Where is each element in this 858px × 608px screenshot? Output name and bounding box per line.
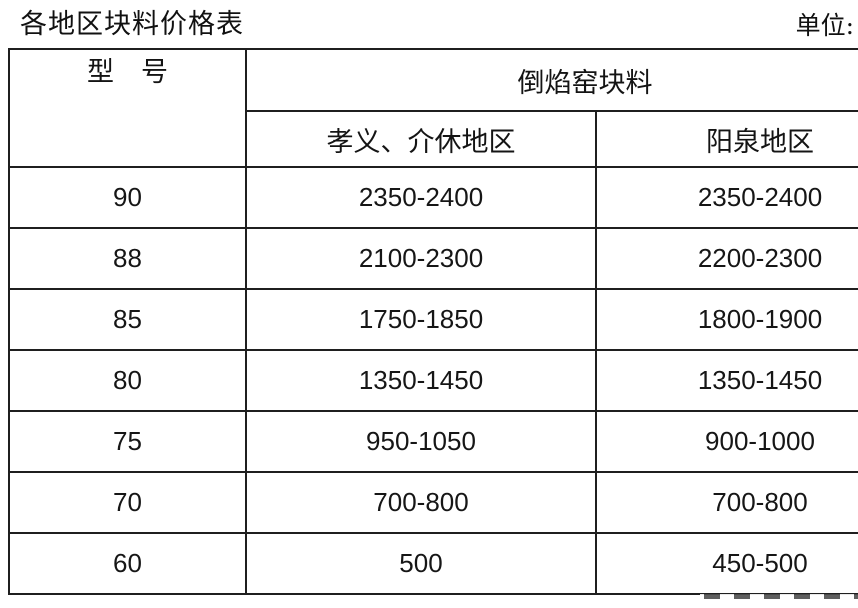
price-cell-xiaoyi: 1350-1450 [245, 349, 597, 412]
price-cell-xiaoyi: 500 [245, 532, 597, 595]
price-cell-xiaoyi: 2100-2300 [245, 227, 597, 290]
header-region-xiaoyi-jiexiu: 孝义、介休地区 [245, 110, 597, 168]
header-row-1: 型 号 倒焰窑块料 [8, 48, 858, 168]
table-row: 80 1350-1450 1350-1450 [8, 349, 858, 412]
price-cell-yangquan: 1350-1450 [595, 349, 858, 412]
header-model: 型 号 [8, 48, 247, 168]
table-row: 90 2350-2400 2350-2400 [8, 166, 858, 229]
header-region-yangquan: 阳泉地区 [595, 110, 858, 168]
price-table: 型 号 倒焰窑块料 孝义、介休地区 阳泉地区 90 2350-2400 2350… [8, 48, 858, 595]
price-cell-yangquan: 2350-2400 [595, 166, 858, 229]
price-cell-xiaoyi: 1750-1850 [245, 288, 597, 351]
price-cell-yangquan: 700-800 [595, 471, 858, 534]
table-row: 75 950-1050 900-1000 [8, 410, 858, 473]
model-cell: 80 [8, 349, 247, 412]
price-cell-xiaoyi: 950-1050 [245, 410, 597, 473]
table-row: 85 1750-1850 1800-1900 [8, 288, 858, 351]
table-row: 88 2100-2300 2200-2300 [8, 227, 858, 290]
unit-label: 单位: [795, 11, 854, 40]
model-cell: 90 [8, 166, 247, 229]
price-cell-xiaoyi: 2350-2400 [245, 166, 597, 229]
model-cell: 88 [8, 227, 247, 290]
price-cell-yangquan: 2200-2300 [595, 227, 858, 290]
price-cell-yangquan: 450-500 [595, 532, 858, 595]
model-cell: 70 [8, 471, 247, 534]
model-cell: 60 [8, 532, 247, 595]
price-cell-yangquan: 900-1000 [595, 410, 858, 473]
header-row-2: 孝义、介休地区 阳泉地区 [9, 110, 858, 168]
price-cell-yangquan: 1800-1900 [595, 288, 858, 351]
watermark-fragment [700, 594, 858, 599]
model-cell: 75 [8, 410, 247, 473]
table-row: 70 700-800 700-800 [8, 471, 858, 534]
header-kiln-group: 倒焰窑块料 [245, 48, 858, 112]
model-cell: 85 [8, 288, 247, 351]
table-row: 60 500 450-500 [8, 532, 858, 595]
price-cell-xiaoyi: 700-800 [245, 471, 597, 534]
page-title: 各地区块料价格表 [20, 9, 244, 40]
